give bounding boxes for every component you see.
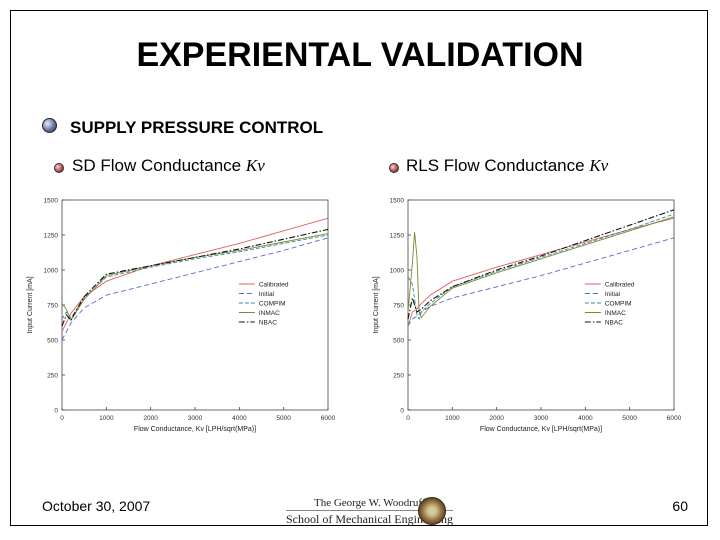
chart-rls-flow-conductance: 0 1000 2000 3000 4000 5000 6000 0 250 500 750 1000 1… bbox=[368, 190, 688, 445]
x-tick-label: 3000 bbox=[188, 415, 203, 422]
x-tick-label: 6000 bbox=[321, 415, 336, 422]
plot-area bbox=[407, 199, 675, 411]
x-tick-label: 2000 bbox=[143, 415, 158, 422]
left-chart-caption: SD Flow Conductance Kv bbox=[72, 156, 265, 176]
legend-label-inmac: INMAC bbox=[259, 310, 280, 317]
right-caption-text: RLS Flow Conductance bbox=[406, 156, 585, 175]
right-chart-caption: RLS Flow Conductance Kv bbox=[406, 156, 608, 176]
school-logo: The George W. Woodruff School of Mechani… bbox=[286, 496, 453, 526]
series-line-inmac bbox=[407, 216, 675, 319]
y-tick-label: 500 bbox=[47, 338, 58, 345]
right-caption-kv: Kv bbox=[589, 156, 609, 175]
series-line-initial bbox=[61, 237, 329, 341]
slide-title: EXPERIENTAL VALIDATION bbox=[136, 36, 584, 74]
series-line-inmac bbox=[61, 233, 329, 322]
y-tick-label: 750 bbox=[47, 303, 58, 310]
legend-label-calibrated: Calibrated bbox=[259, 282, 289, 289]
y-axis-label: Input Current [mA] bbox=[373, 276, 380, 333]
legend-label-nbac: NBAC bbox=[605, 320, 623, 327]
slide-frame bbox=[10, 10, 708, 526]
y-tick-label: 1250 bbox=[390, 233, 405, 240]
chart-rls-svg: 0 1000 2000 3000 4000 5000 6000 0 250 500 750 1000 1… bbox=[373, 198, 682, 434]
y-tick-label: 500 bbox=[393, 338, 404, 345]
logo-line-1: The George W. Woodruff bbox=[314, 497, 426, 509]
chart-sd-flow-conductance: 0 1000 2000 3000 4000 5000 6000 0 250 500 750 1000 1… bbox=[22, 190, 342, 445]
x-tick-label: 0 bbox=[406, 415, 410, 422]
x-tick-label: 3000 bbox=[534, 415, 549, 422]
left-caption-bullet-icon bbox=[54, 163, 64, 173]
y-tick-label: 1500 bbox=[44, 198, 59, 205]
y-tick-label: 1250 bbox=[44, 233, 59, 240]
left-caption-text: SD Flow Conductance bbox=[72, 156, 242, 175]
right-caption-bullet-icon bbox=[389, 163, 399, 173]
y-tick-label: 0 bbox=[54, 408, 58, 415]
series-line-calibrated bbox=[407, 217, 675, 327]
plot-area bbox=[61, 199, 329, 411]
footer-date: October 30, 2007 bbox=[42, 498, 151, 514]
section-heading: SUPPLY PRESSURE CONTROL bbox=[70, 118, 324, 137]
legend-label-initial: Initial bbox=[605, 291, 621, 298]
x-tick-label: 1000 bbox=[445, 415, 460, 422]
x-tick-label: 4000 bbox=[578, 415, 593, 422]
x-tick-label: 5000 bbox=[622, 415, 637, 422]
x-tick-label: 1000 bbox=[99, 415, 114, 422]
y-tick-label: 0 bbox=[400, 408, 404, 415]
x-tick-label: 0 bbox=[60, 415, 64, 422]
series-line-nbac bbox=[407, 209, 675, 320]
legend-label-initial: Initial bbox=[259, 291, 275, 298]
legend-label-nbac: NBAC bbox=[259, 320, 277, 327]
chart-sd-svg: 0 1000 2000 3000 4000 5000 6000 0 250 500 750 1000 1… bbox=[27, 198, 336, 434]
logo-line-2: School of Mechanical Engineering bbox=[286, 510, 453, 526]
y-tick-label: 1000 bbox=[44, 268, 59, 275]
x-axis-label: Flow Conductance, Kv [LPH/sqrt(MPa)] bbox=[134, 426, 256, 433]
x-axis-label: Flow Conductance, Kv [LPH/sqrt(MPa)] bbox=[480, 426, 602, 433]
y-tick-label: 1000 bbox=[390, 268, 405, 275]
x-tick-label: 6000 bbox=[667, 415, 682, 422]
series-line-nbac bbox=[61, 228, 329, 327]
y-tick-label: 250 bbox=[393, 373, 404, 380]
legend-label-compim: COMPIM bbox=[605, 301, 632, 308]
page-number: 60 bbox=[672, 498, 688, 514]
series-line-initial bbox=[407, 237, 675, 327]
y-tick-label: 250 bbox=[47, 373, 58, 380]
legend-label-inmac: INMAC bbox=[605, 310, 626, 317]
section-bullet-icon bbox=[42, 118, 57, 133]
y-axis-label: Input Current [mA] bbox=[27, 276, 34, 333]
left-caption-kv: Kv bbox=[245, 156, 265, 175]
y-tick-label: 1500 bbox=[390, 198, 405, 205]
x-tick-label: 5000 bbox=[276, 415, 291, 422]
school-seal-icon bbox=[418, 497, 446, 525]
legend-label-calibrated: Calibrated bbox=[605, 282, 635, 289]
x-tick-label: 4000 bbox=[232, 415, 247, 422]
y-tick-label: 750 bbox=[393, 303, 404, 310]
legend-label-compim: COMPIM bbox=[259, 301, 286, 308]
x-tick-label: 2000 bbox=[489, 415, 504, 422]
